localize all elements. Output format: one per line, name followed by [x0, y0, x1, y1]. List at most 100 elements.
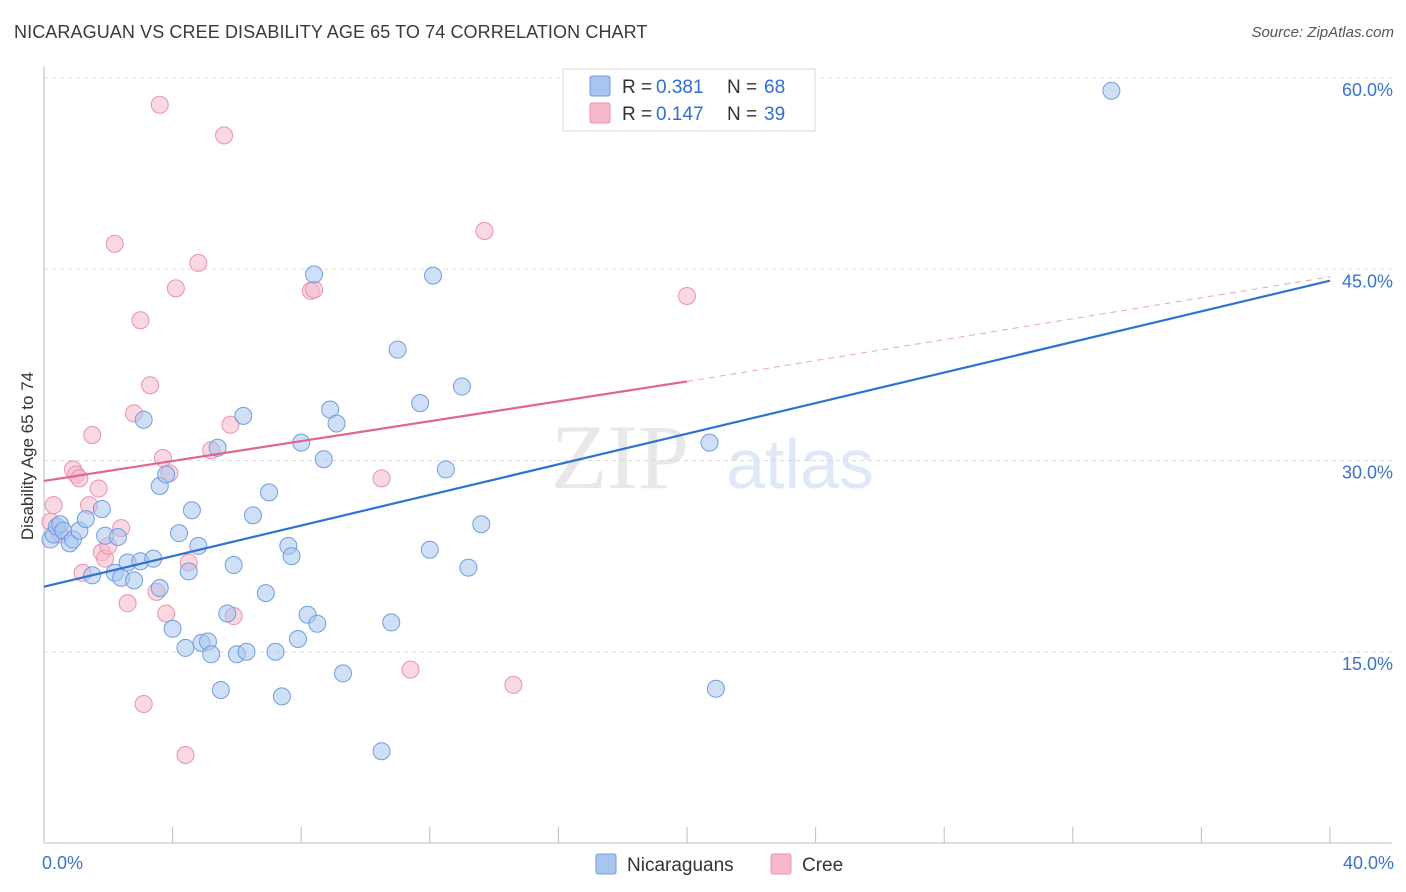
nicaraguans-point [272, 687, 291, 706]
cree-point [504, 675, 523, 694]
cree-point [475, 222, 494, 240]
nicaraguans-point [382, 613, 401, 632]
bottom-legend-swatch-cree [770, 853, 792, 875]
cree-point [221, 415, 240, 434]
bottom-legend-label-nicaraguans: Nicaraguans [627, 855, 734, 876]
nicaraguans-point [211, 681, 230, 699]
nicaraguans-point [150, 579, 169, 597]
nicaraguans-point [411, 394, 430, 413]
cree-point [305, 280, 324, 299]
chart-source: Source: ZipAtlas.com [1251, 24, 1394, 41]
legend-n-value-2: 39 [764, 104, 785, 125]
trend-lines [43, 276, 1331, 588]
legend-r-value-1: 0.381 [656, 77, 704, 98]
nicaraguans-point [266, 642, 285, 661]
nicaraguans-point [260, 483, 279, 502]
nicaraguans-point [452, 377, 471, 396]
nicaraguans-point [218, 604, 237, 623]
axes [43, 66, 1392, 844]
y-tick-label: 45.0% [1342, 271, 1393, 291]
cree-point [141, 376, 160, 395]
watermark-zip: ZIP [551, 406, 689, 508]
nicaraguans-point [182, 501, 201, 520]
bottom-legend-swatch-nicaraguans [595, 853, 617, 875]
data-points [41, 81, 1121, 765]
nicaraguans-point [308, 614, 327, 633]
nicaraguans-point [224, 556, 243, 575]
cree-trend-line-extension [686, 276, 1331, 382]
cree-trend-line [43, 380, 688, 482]
tick-labels: 15.0% 30.0% 45.0% 60.0% 0.0% 40.0% [42, 80, 1394, 873]
cree-point [176, 746, 195, 765]
cree-point [70, 469, 89, 488]
cree-point [89, 479, 108, 498]
nicaraguans-trend-line [43, 279, 1331, 588]
nicaraguans-point [314, 450, 333, 469]
cree-point [215, 126, 234, 145]
nicaraguans-point [243, 506, 262, 525]
cree-point [134, 695, 153, 714]
cree-point [118, 594, 137, 613]
cree-point [401, 660, 420, 679]
nicaraguans-point [176, 638, 195, 657]
nicaraguans-point [92, 499, 111, 518]
nicaraguans-point [108, 528, 127, 546]
cree-point [157, 604, 176, 623]
nicaraguans-point [237, 642, 256, 661]
legend-r-label-2: R = [622, 104, 652, 125]
legend-r-value-2: 0.147 [656, 104, 704, 125]
bottom-legend: Nicaraguans Cree [595, 853, 843, 876]
cree-point [105, 234, 124, 253]
nicaraguans-point [420, 540, 439, 559]
nicaraguans-point [288, 630, 307, 648]
nicaraguans-point [1102, 81, 1121, 100]
nicaraguans-point [472, 515, 491, 534]
bottom-legend-label-cree: Cree [802, 855, 843, 876]
nicaraguans-point [179, 562, 198, 581]
nicaraguans-point [157, 465, 176, 484]
y-tick-label: 30.0% [1342, 463, 1393, 483]
gridlines [44, 77, 1392, 653]
legend: R = 0.381 N = 68 R = 0.147 N = 39 [562, 68, 816, 132]
chart-title: NICARAGUAN VS CREE DISABILITY AGE 65 TO … [14, 22, 648, 42]
nicaraguans-point [282, 547, 301, 566]
legend-swatch-nicaraguans [589, 75, 611, 97]
cree-point [83, 426, 102, 444]
cree-point [372, 469, 391, 488]
watermark-atlas: atlas [726, 425, 874, 503]
legend-n-label-1: N = [727, 77, 757, 98]
nicaraguans-point [256, 584, 275, 603]
cree-point [44, 496, 63, 515]
nicaraguans-point [134, 410, 153, 429]
watermark: ZIP atlas [551, 406, 874, 508]
nicaraguans-point [424, 266, 443, 285]
nicaraguans-point [333, 664, 352, 683]
nicaraguans-point [327, 414, 346, 433]
cree-point [678, 287, 696, 306]
nicaraguans-point [125, 571, 144, 590]
legend-r-label-1: R = [622, 77, 652, 98]
nicaraguans-point [700, 433, 719, 452]
nicaraguans-point [459, 558, 478, 577]
y-tick-label: 60.0% [1342, 80, 1393, 100]
legend-n-value-1: 68 [764, 77, 785, 98]
legend-n-label-2: N = [727, 104, 757, 125]
nicaraguans-point [208, 438, 227, 457]
cree-point [131, 311, 150, 330]
nicaraguans-point [706, 679, 725, 698]
y-tick-label: 15.0% [1342, 654, 1393, 674]
nicaraguans-point [76, 510, 95, 529]
x-tick-label-min: 0.0% [42, 853, 83, 873]
nicaraguans-point [163, 619, 182, 638]
nicaraguans-point [234, 406, 253, 425]
nicaraguans-point [372, 742, 391, 761]
y-axis-label: Disability Age 65 to 74 [18, 372, 37, 540]
nicaraguans-point [170, 524, 189, 543]
nicaraguans-point [305, 265, 324, 284]
cree-point [150, 95, 169, 114]
legend-swatch-cree [589, 102, 611, 124]
nicaraguans-point [202, 645, 221, 664]
cree-point [189, 253, 208, 272]
nicaraguans-point [436, 460, 455, 479]
